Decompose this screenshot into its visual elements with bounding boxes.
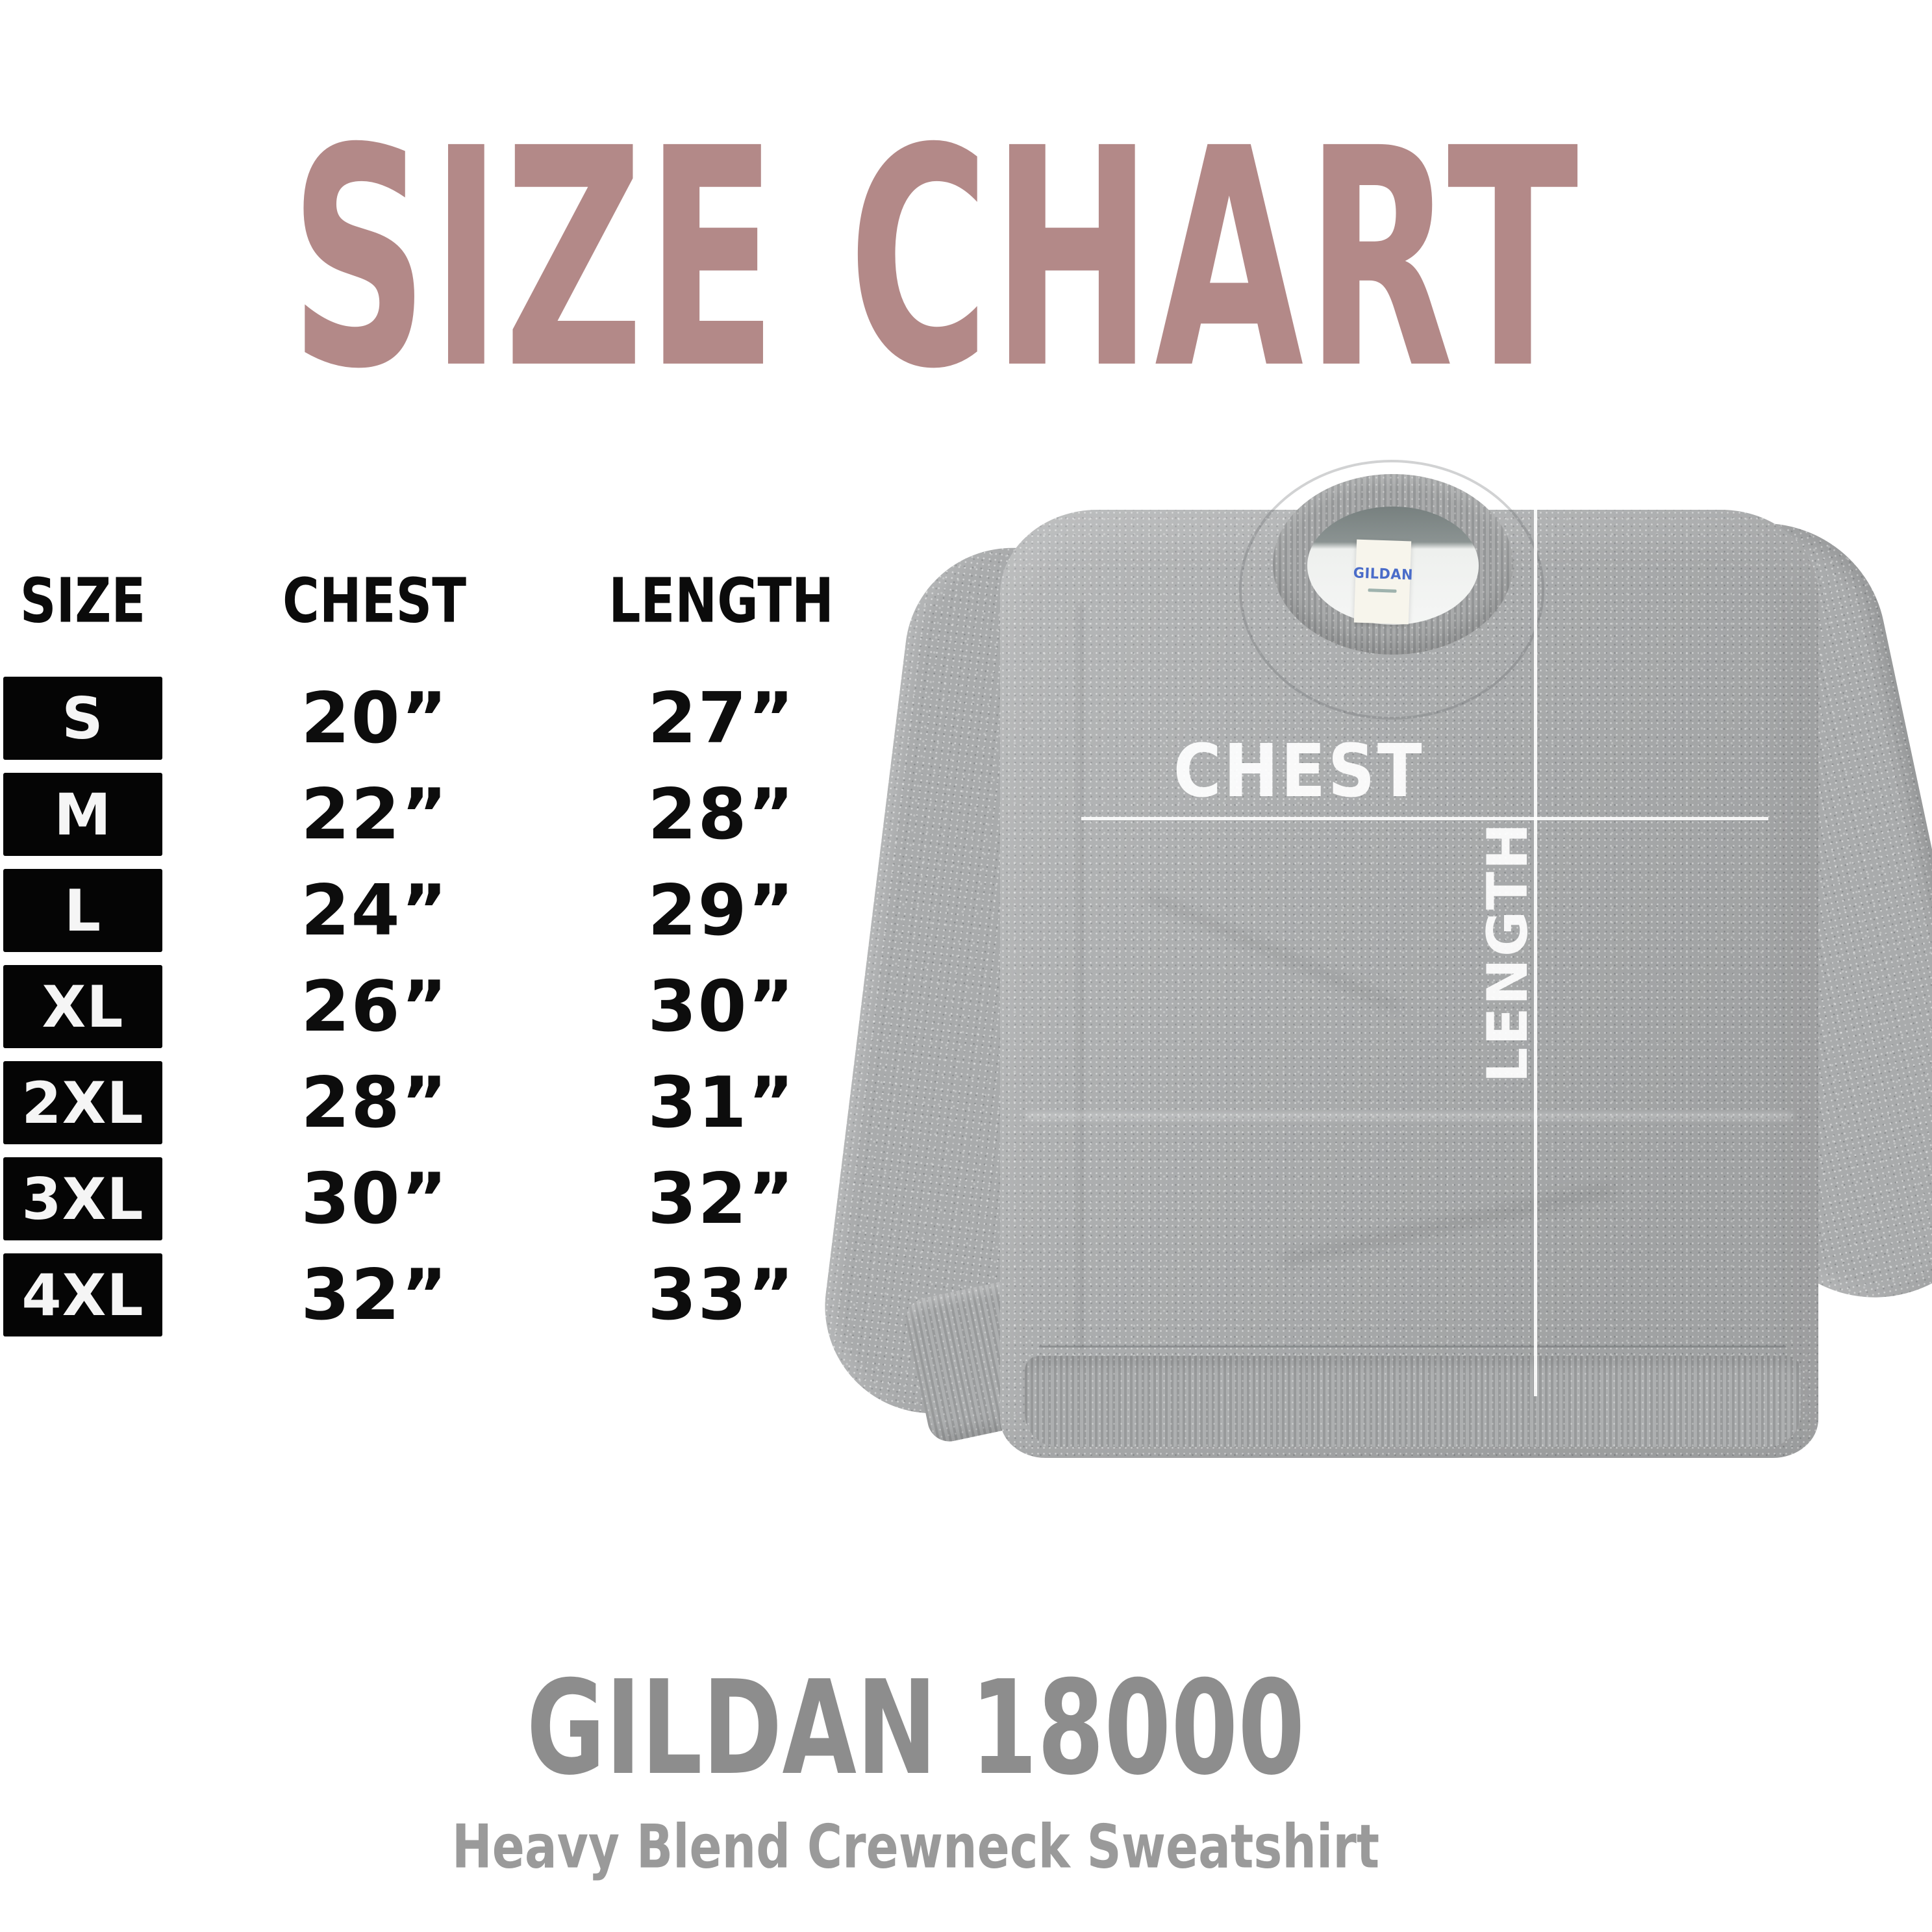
length-value-4xl: 33” — [647, 1254, 796, 1336]
neck-tag-brand: GILDAN — [1352, 565, 1413, 584]
neck-tag-subtext-line — [1368, 588, 1397, 593]
size-table-rows: S 20” 27” M 22” 28” L 24” 29” XL 26” 30”… — [3, 677, 860, 1336]
size-badge-xl: XL — [3, 965, 162, 1048]
length-value-3xl: 32” — [647, 1158, 796, 1240]
product-model: GILDAN 18000 — [526, 1653, 1305, 1804]
chest-value-2xl: 28” — [301, 1062, 449, 1144]
column-header-chest: CHEST — [282, 564, 467, 637]
size-badge-3xl: 3XL — [3, 1157, 162, 1240]
page-title: SIZE CHART — [290, 84, 1581, 435]
column-header-length: LENGTH — [608, 564, 834, 637]
size-badge-4xl: 4XL — [3, 1253, 162, 1336]
chest-value-4xl: 32” — [301, 1254, 449, 1336]
sweatshirt-side-seam — [1078, 604, 1083, 1351]
size-badge-2xl: 2XL — [3, 1061, 162, 1144]
length-measure-line — [1534, 505, 1537, 1396]
length-measure-label: LENGTH — [1475, 821, 1540, 1083]
length-value-m: 28” — [647, 773, 796, 855]
length-value-xl: 30” — [647, 966, 796, 1048]
product-description: Heavy Blend Crewneck Sweatshirt — [451, 1811, 1380, 1882]
length-value-s: 27” — [647, 677, 796, 759]
size-table-header: SIZE CHEST LENGTH — [3, 565, 860, 636]
collar-stitch-ring — [1239, 460, 1544, 720]
hem-stitch-line — [1039, 1346, 1786, 1348]
chest-value-l: 24” — [301, 870, 449, 951]
chest-measure-label: CHEST — [1173, 729, 1425, 814]
column-header-size: SIZE — [19, 564, 146, 637]
chest-value-3xl: 30” — [301, 1158, 449, 1240]
chest-measure-line — [1081, 817, 1768, 820]
size-table: SIZE CHEST LENGTH S 20” 27” M 22” 28” L … — [3, 565, 860, 1336]
chest-value-xl: 26” — [301, 966, 449, 1048]
fabric-crease-highlight — [1026, 1114, 1792, 1118]
chest-value-s: 20” — [301, 677, 449, 759]
length-value-l: 29” — [647, 870, 796, 951]
size-badge-m: M — [3, 773, 162, 856]
sweatshirt-photo: GILDAN CHEST LENGTH — [812, 455, 1932, 1611]
neck-tag: GILDAN — [1352, 539, 1413, 625]
size-badge-l: L — [3, 869, 162, 952]
sweatshirt-waistband — [1025, 1356, 1801, 1447]
size-badge-s: S — [3, 677, 162, 760]
length-value-2xl: 31” — [647, 1062, 796, 1144]
chest-value-m: 22” — [301, 773, 449, 855]
